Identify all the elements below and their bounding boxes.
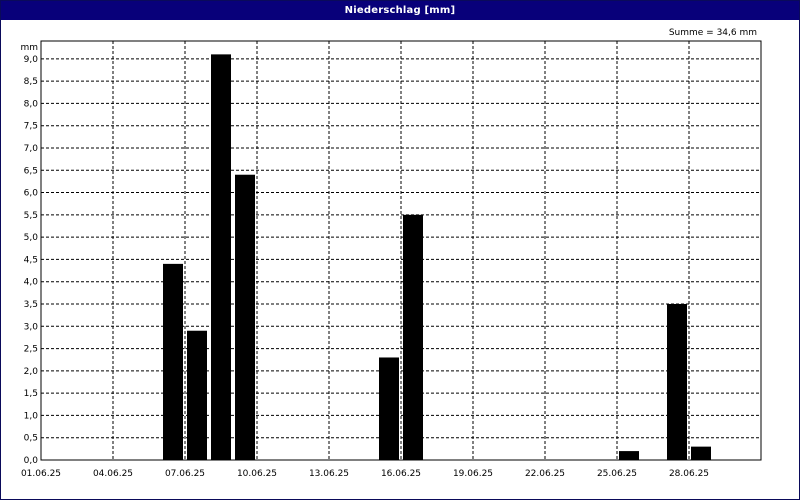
y-tick-label: 3,0 <box>24 322 39 332</box>
y-tick-label: 6,0 <box>24 189 39 199</box>
bar-06.06.25 <box>163 263 183 460</box>
bar-28.06.25 <box>691 446 711 460</box>
y-tick-label: 2,0 <box>24 367 39 377</box>
x-tick-label: 04.06.25 <box>93 469 133 479</box>
y-tick-label: 4,0 <box>24 278 39 288</box>
bar-25.06.25 <box>619 451 639 460</box>
x-tick-label: 22.06.25 <box>525 469 565 479</box>
window-title: Niederschlag [mm] <box>1 1 799 20</box>
y-tick-label: 8,5 <box>24 77 38 87</box>
x-tick-label: 10.06.25 <box>237 469 277 479</box>
y-tick-label: 1,0 <box>24 411 39 421</box>
x-tick-label: 07.06.25 <box>165 469 205 479</box>
summary-total-label: Summe = 34,6 mm <box>669 28 757 38</box>
x-tick-label: 25.06.25 <box>597 469 637 479</box>
y-tick-label: 4,5 <box>24 255 38 265</box>
bar-15.06.25 <box>379 357 399 460</box>
bar-08.06.25 <box>211 54 231 460</box>
y-tick-label: 9,0 <box>24 55 39 65</box>
bar-09.06.25 <box>235 174 255 461</box>
bar-27.06.25 <box>667 303 687 460</box>
y-tick-label: 0,5 <box>24 434 38 444</box>
x-tick-label: 19.06.25 <box>453 469 493 479</box>
bar-16.06.25 <box>403 214 423 460</box>
bar-07.06.25 <box>187 330 207 460</box>
x-tick-label: 13.06.25 <box>309 469 349 479</box>
x-tick-label: 16.06.25 <box>381 469 421 479</box>
y-tick-label: 6,5 <box>24 166 38 176</box>
y-tick-label: 2,5 <box>24 345 38 355</box>
plot-area-frame <box>40 40 762 461</box>
y-tick-label: 8,0 <box>24 99 39 109</box>
x-tick-label: 01.06.25 <box>21 469 61 479</box>
y-tick-label: 5,0 <box>24 233 39 243</box>
y-tick-label: 0,0 <box>24 456 39 466</box>
x-tick-label: 28.06.25 <box>669 469 709 479</box>
y-tick-label: 7,0 <box>24 144 39 154</box>
y-axis-unit-label: mm <box>20 43 38 53</box>
y-tick-label: 5,5 <box>24 211 38 221</box>
y-tick-label: 1,5 <box>24 389 38 399</box>
y-tick-label: 3,5 <box>24 300 38 310</box>
y-tick-label: 7,5 <box>24 122 38 132</box>
